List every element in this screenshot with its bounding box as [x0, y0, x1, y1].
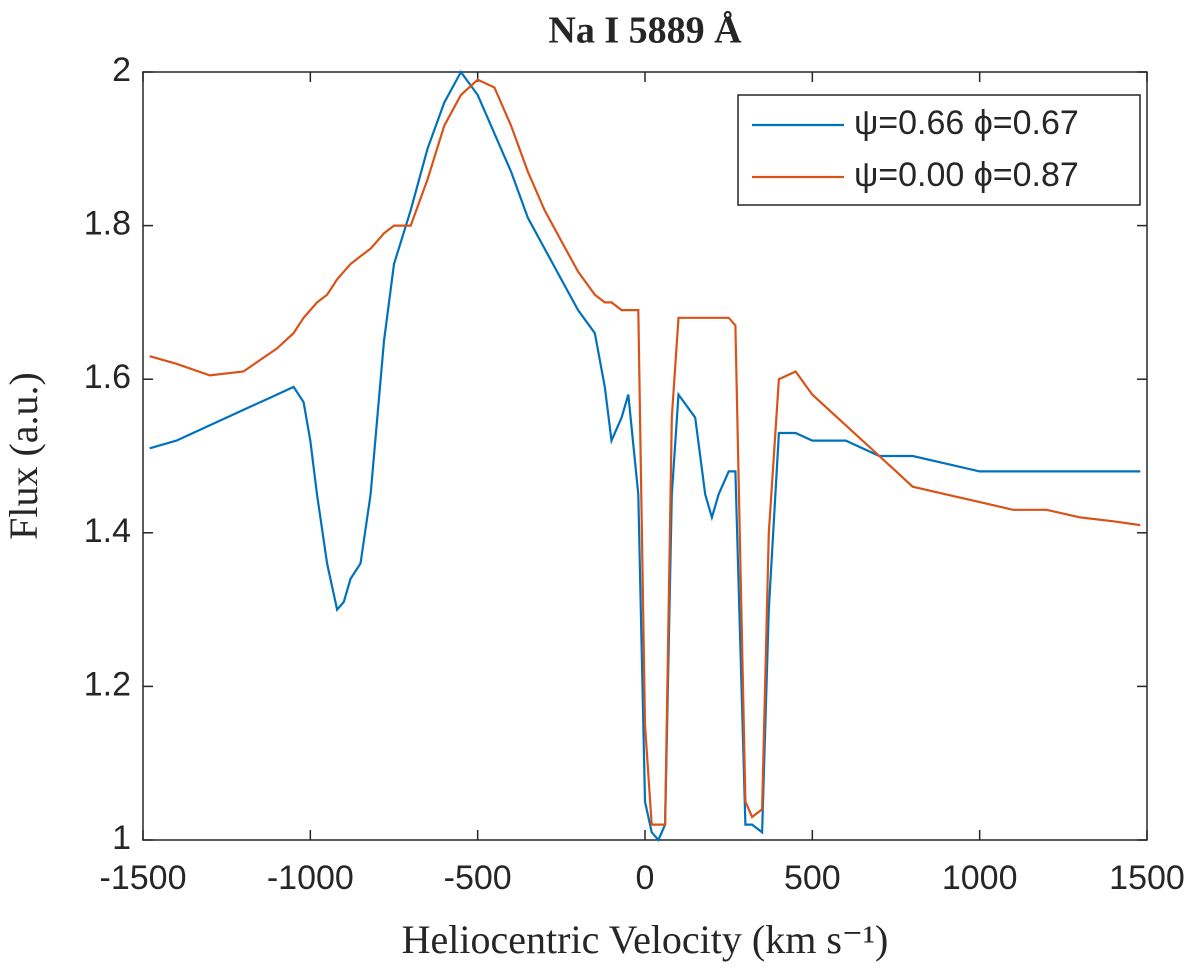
- legend-label: ψ=0.66 ϕ=0.67: [854, 104, 1079, 142]
- chart-title: Na I 5889 Å: [548, 10, 742, 52]
- legend-label: ψ=0.00 ϕ=0.87: [854, 156, 1079, 194]
- y-axis-label: Flux (a.u.): [1, 372, 46, 540]
- y-tick-label: 1: [112, 819, 131, 857]
- x-tick-label: -1500: [100, 859, 187, 897]
- x-tick-label: -500: [444, 859, 512, 897]
- x-tick-label: -1000: [267, 859, 354, 897]
- legend-box: [737, 94, 1141, 206]
- x-tick-label: 1500: [1109, 859, 1185, 897]
- x-tick-label: 0: [636, 859, 655, 897]
- y-tick-label: 1.6: [84, 358, 131, 396]
- y-tick-label: 1.8: [84, 205, 131, 243]
- y-tick-label: 1.4: [84, 512, 131, 550]
- y-tick-label: 1.2: [84, 665, 131, 703]
- x-axis-label: Heliocentric Velocity (km s⁻¹): [402, 917, 889, 962]
- x-tick-label: 1000: [942, 859, 1018, 897]
- data-line: [149, 69, 1141, 843]
- x-tick-label: 500: [784, 859, 841, 897]
- y-tick-label: 2: [112, 51, 131, 89]
- data-line: [149, 78, 1141, 826]
